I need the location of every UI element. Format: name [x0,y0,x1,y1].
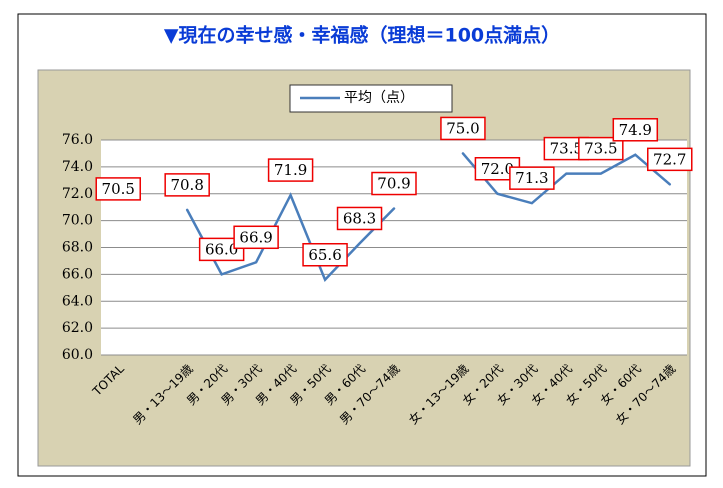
y-tick-label: 60.0 [62,347,93,363]
data-label: 72.0 [481,160,514,178]
y-tick-label: 74.0 [62,159,93,175]
data-label: 74.9 [619,121,652,139]
data-label-box [509,166,555,190]
data-label: 66.9 [239,228,272,246]
data-label-box [95,177,141,201]
data-label-box [440,116,486,141]
y-tick-label: 70.0 [62,213,93,229]
data-label: 71.3 [515,169,548,187]
data-label-box [647,147,693,172]
y-tick-label: 76.0 [62,132,93,148]
data-label-box [302,243,348,267]
series-line [185,152,672,283]
y-tick-label: 68.0 [62,240,93,256]
data-label-box [198,237,245,262]
data-label: 65.6 [308,246,341,264]
data-label: 70.8 [170,176,203,194]
data-label-box [336,206,383,231]
data-label: 70.9 [377,175,410,193]
data-label: 73.5 [584,140,617,158]
legend-label: 平均（点） [344,90,414,106]
y-tick-label: 62.0 [62,320,93,336]
data-label: 66.0 [205,240,238,258]
data-label-box [164,173,210,197]
data-label-box [578,136,624,161]
data-label: 71.9 [274,161,307,179]
data-label-box [371,171,417,196]
data-label-box [267,158,314,182]
y-tick-label: 72.0 [62,186,93,202]
data-label: 73.5 [550,140,583,158]
y-tick-label: 64.0 [62,293,93,309]
data-label: 68.3 [343,209,376,227]
data-label-box [233,225,279,250]
chart-title: ▼現在の幸せ感・幸福感（理想＝100点満点） [164,24,560,47]
y-tick-label: 66.0 [62,266,93,282]
data-label: 70.5 [102,180,135,198]
data-label-box [612,118,659,142]
data-label: 72.7 [653,150,686,168]
data-label: 75.0 [446,119,479,137]
